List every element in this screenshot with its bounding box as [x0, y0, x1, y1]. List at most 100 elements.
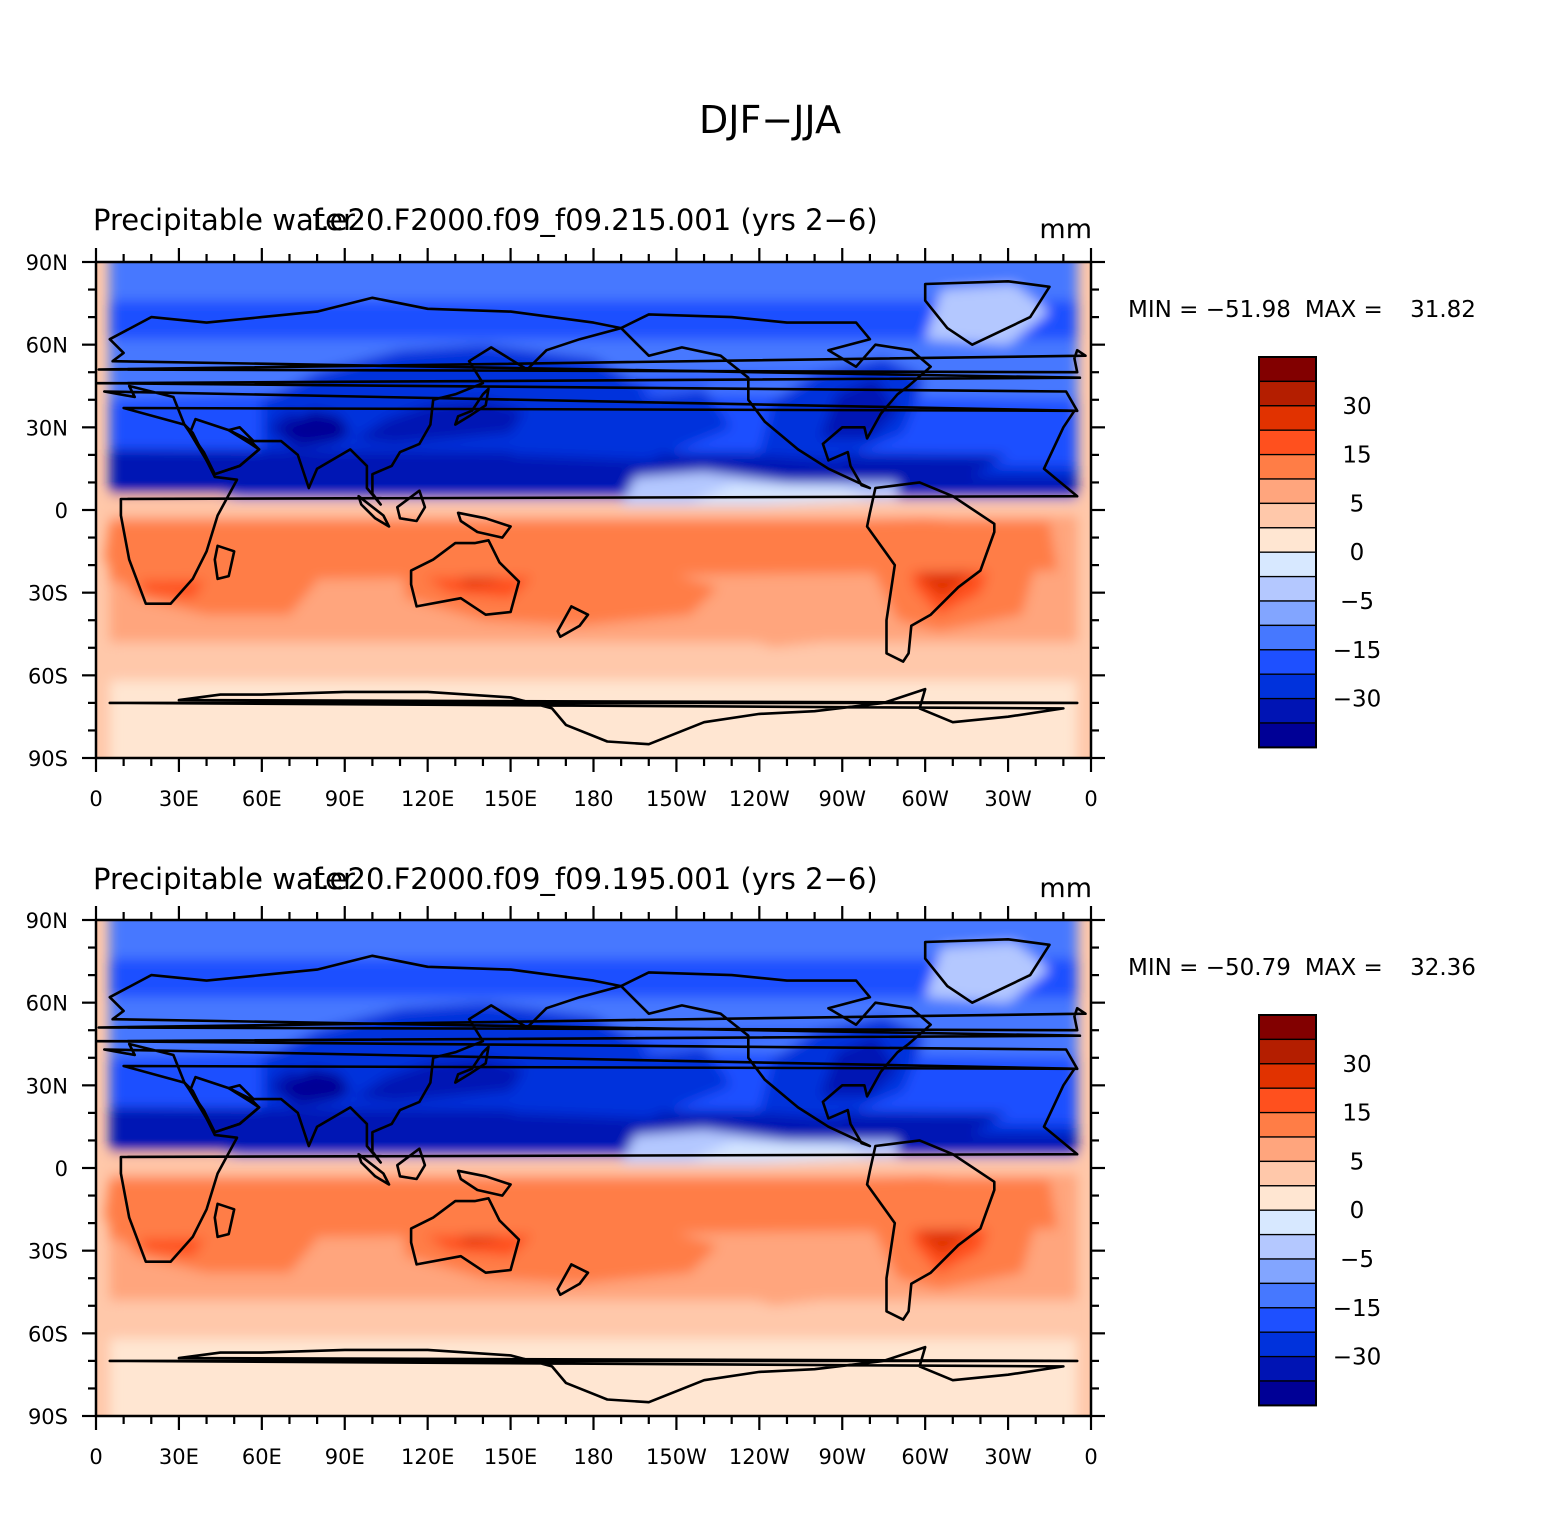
colorbar-swatch [1258, 722, 1317, 749]
colorbar-label: −30 [1333, 1345, 1382, 1371]
lat-tick-label: 30S [28, 582, 68, 606]
field-n-america-core [820, 1035, 898, 1097]
colorbar-label: −5 [1340, 589, 1374, 615]
colorbar-label: 15 [1342, 1101, 1371, 1127]
field-band-polar [109, 262, 1078, 301]
panel-2-map: 90N 60N 30N 0 30S 60S 90S 0 30E 60E 90E 120E 150E 18… [26, 906, 1105, 1469]
colorbar-swatch [1258, 1209, 1317, 1236]
panel-1-units: mm [1039, 214, 1092, 245]
colorbar-frame [1258, 1014, 1317, 1407]
panel-1-colorbar: 30 15 5 0 −5 −15 −30 [1258, 356, 1382, 749]
panel-2-coastlines [96, 938, 1087, 1404]
colorbar-swatch [1258, 624, 1317, 651]
colorbar-swatch [1258, 1087, 1317, 1114]
lat-tick-label: 60N [26, 334, 68, 358]
coast-uk [97, 348, 1087, 374]
coast-arabia [188, 417, 261, 476]
coast-greenland [923, 938, 1051, 1004]
panel-1-lat-axis: 90N 60N 30N 0 30S 60S 90S [26, 251, 1105, 771]
field-pacific-sub [510, 388, 732, 461]
lon-tick-label: 90W [819, 1445, 867, 1469]
colorbar-swatch [1258, 380, 1317, 407]
panel-2: Precipitable water f.e20.F2000.f09_f09.1… [26, 862, 1476, 1469]
panel-2-left-title: Precipitable water [93, 862, 355, 896]
colorbar-swatch [1258, 356, 1317, 383]
lon-tick-label: 30E [159, 787, 199, 811]
colorbar-swatch [1258, 600, 1317, 627]
colorbar-swatch [1258, 673, 1317, 700]
colorbar-label: −5 [1340, 1247, 1374, 1273]
panel-2-min-max: MIN = −50.79 MAX = 32.36 [1128, 955, 1476, 981]
lat-tick-label: 30N [26, 416, 68, 440]
panel-2-max-value: 32.36 [1410, 955, 1476, 981]
field-band-equatorial [109, 1157, 1078, 1174]
panel-2-units: mm [1039, 873, 1092, 904]
lat-tick-label: 60S [28, 1322, 68, 1346]
colorbar-swatch [1258, 1111, 1317, 1138]
coast-australia [409, 539, 521, 616]
field-contours [104, 920, 1078, 1416]
colorbar-swatch [1258, 1380, 1317, 1407]
colorbar-swatch [1258, 527, 1317, 553]
panel-1-field [96, 262, 1091, 758]
panel-2-field [96, 920, 1091, 1416]
field-band-polar [109, 920, 1078, 959]
coast-arabia [188, 1075, 261, 1134]
panel-2-max-label: MAX = [1305, 955, 1390, 981]
colorbar-swatch [1258, 502, 1317, 529]
coast-borneo [396, 1147, 427, 1181]
lon-tick-label: 150E [484, 1445, 537, 1469]
lat-tick-label: 30N [26, 1074, 68, 1098]
colorbar-label: −15 [1333, 1296, 1382, 1322]
panel-2-lat-axis: 90N 60N 30N 0 30S 60S 90S [26, 909, 1105, 1429]
lon-tick-label: 0 [1084, 1445, 1097, 1469]
colorbar-swatch [1258, 1185, 1317, 1211]
panel-2-lon-axis: 0 30E 60E 90E 120E 150E 180 150W 120W 90W 60W 30W 0 [89, 906, 1098, 1469]
colorbar-swatch [1258, 1331, 1317, 1358]
panel-1-min-max: MIN = −51.98 MAX = 31.82 [1128, 297, 1476, 323]
colorbar-swatch [1258, 1014, 1317, 1041]
lat-tick-label: 90S [28, 747, 68, 771]
panel-1-max-value: 31.82 [1410, 297, 1476, 323]
colorbar-swatch [1258, 1160, 1317, 1187]
coast-new-zealand [556, 605, 590, 639]
colorbar-label: 0 [1350, 1198, 1365, 1224]
lon-tick-label: 180 [573, 1445, 613, 1469]
panel-1-map: 90N 60N 30N 0 30S 60S 90S 0 30E 60E 90E 120E 150E 18… [26, 248, 1105, 811]
coast-new-zealand [556, 1263, 590, 1297]
colorbar-swatch [1258, 405, 1317, 431]
panel-2-min-label: MIN = [1128, 955, 1206, 981]
main-title: DJF−JJA [699, 98, 841, 142]
lon-tick-label: 60E [242, 787, 282, 811]
colorbar-swatch [1258, 478, 1317, 505]
coast-new-guinea [456, 1169, 512, 1197]
field-tibet-core [278, 410, 351, 444]
lat-tick-label: 60N [26, 992, 68, 1016]
colorbar-label: 30 [1342, 1052, 1371, 1078]
coast-n-america [619, 971, 932, 1148]
lon-tick-label: 150W [646, 1445, 707, 1469]
coast-japan [454, 387, 490, 426]
lat-tick-label: 90N [26, 909, 68, 933]
colorbar-label: −30 [1333, 687, 1382, 713]
coast-s-america [865, 481, 996, 663]
lon-tick-label: 90E [325, 787, 365, 811]
lon-tick-label: 60W [901, 1445, 949, 1469]
field-pacific-sub [510, 1046, 732, 1119]
colorbar-frame [1258, 356, 1317, 749]
coast-antarctica [108, 687, 1079, 746]
lon-tick-label: 120W [729, 1445, 790, 1469]
colorbar-swatch [1258, 453, 1317, 480]
colorbar-swatch [1258, 697, 1317, 724]
colorbar-swatch [1258, 551, 1317, 578]
coast-uk [97, 1006, 1087, 1032]
lon-tick-label: 0 [89, 1445, 102, 1469]
lat-tick-label: 60S [28, 664, 68, 688]
panel-1-center-title: f.e20.F2000.f09_f09.215.001 (yrs 2−6) [312, 203, 877, 237]
panel-1-min-value: −51.98 [1206, 297, 1291, 323]
panel-1: Precipitable water f.e20.F2000.f09_f09.2… [26, 203, 1476, 811]
field-greenland [925, 942, 1050, 1003]
colorbar-swatch [1258, 1233, 1317, 1260]
panel-1-lon-axis: 0 30E 60E 90E 120E 150E 180 150W 120W 90W 60W 30W 0 [89, 248, 1098, 811]
field-greenland [925, 284, 1050, 345]
